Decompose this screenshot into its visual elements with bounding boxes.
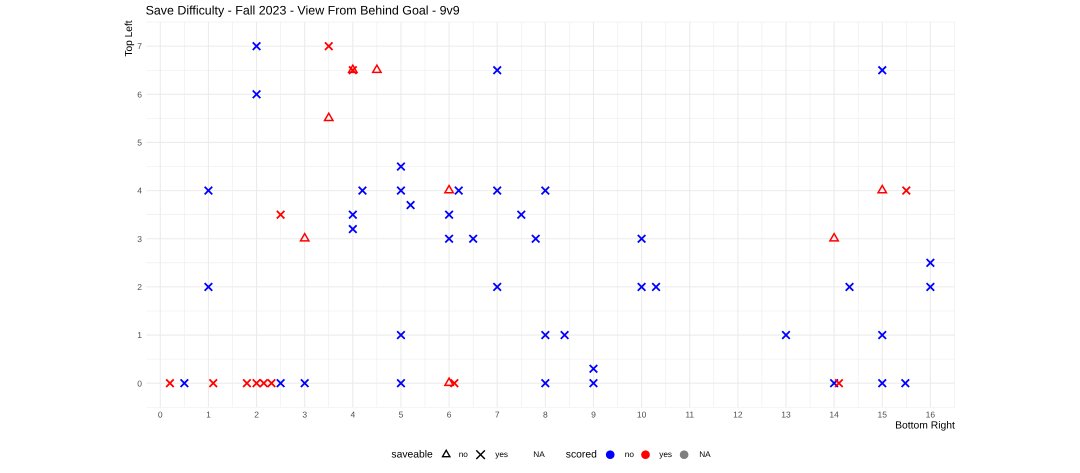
svg-text:5: 5	[399, 409, 404, 419]
svg-text:5: 5	[137, 138, 142, 148]
svg-text:9: 9	[591, 409, 596, 419]
svg-text:NA: NA	[699, 450, 711, 459]
svg-text:no: no	[459, 450, 469, 459]
svg-text:no: no	[625, 450, 635, 459]
svg-text:0: 0	[158, 409, 163, 419]
svg-text:0: 0	[137, 378, 142, 388]
svg-text:15: 15	[878, 409, 888, 419]
svg-text:Save Difficulty - Fall 2023 -: Save Difficulty - Fall 2023 - View From …	[146, 4, 460, 18]
svg-text:4: 4	[350, 409, 355, 419]
svg-text:Top Left: Top Left	[124, 20, 135, 56]
svg-text:11: 11	[685, 409, 694, 419]
svg-text:3: 3	[302, 409, 307, 419]
svg-text:12: 12	[733, 409, 743, 419]
svg-text:scored: scored	[566, 450, 597, 461]
svg-text:8: 8	[543, 409, 548, 419]
svg-text:yes: yes	[495, 450, 508, 459]
svg-text:Bottom Right: Bottom Right	[895, 421, 955, 432]
svg-text:6: 6	[447, 409, 452, 419]
svg-text:7: 7	[495, 409, 500, 419]
svg-text:2: 2	[137, 282, 142, 292]
svg-text:NA: NA	[533, 450, 545, 459]
svg-text:saveable: saveable	[391, 450, 433, 461]
svg-text:1: 1	[206, 409, 211, 419]
svg-text:6: 6	[137, 89, 142, 99]
svg-text:14: 14	[829, 409, 839, 419]
svg-text:7: 7	[137, 41, 142, 51]
svg-text:3: 3	[137, 234, 142, 244]
svg-text:2: 2	[254, 409, 259, 419]
svg-text:1: 1	[137, 330, 142, 340]
svg-text:4: 4	[137, 186, 142, 196]
svg-text:yes: yes	[659, 450, 672, 459]
svg-text:16: 16	[926, 409, 936, 419]
svg-text:10: 10	[637, 409, 647, 419]
svg-text:13: 13	[781, 409, 791, 419]
